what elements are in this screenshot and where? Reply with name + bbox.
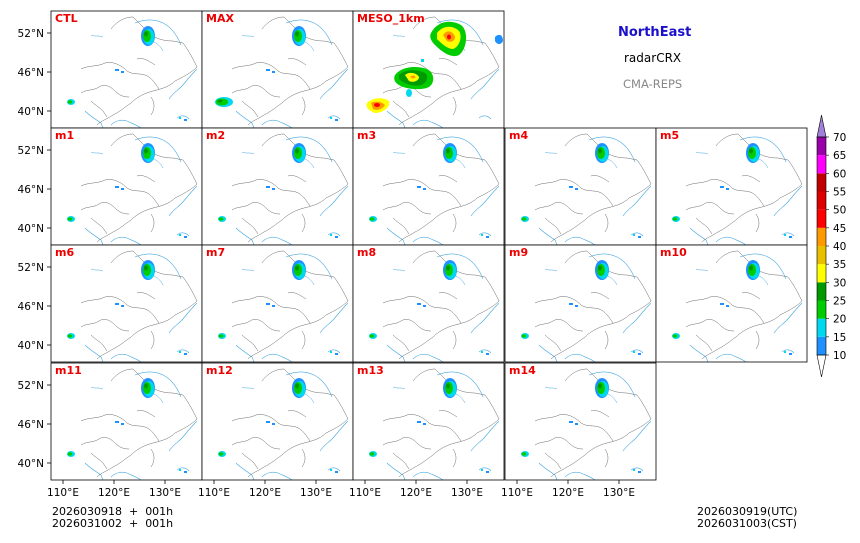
colorbar-under-arrow — [816, 354, 827, 378]
map-panel-m10: m10 — [655, 244, 808, 363]
panel-label: m13 — [357, 364, 384, 377]
lon-tick-label: 130°E — [300, 487, 332, 499]
map-panel-m2: m2 — [201, 127, 354, 246]
colorbar-segment — [817, 209, 826, 228]
init-time-utc: 2026030918 + 001h — [52, 505, 174, 518]
lon-tick-label: 120°E — [552, 487, 584, 499]
colorbar-level-label: 40 — [833, 241, 846, 253]
variable-title: radarCRX — [624, 51, 682, 65]
colorbar-level-label: 45 — [833, 223, 846, 235]
lon-tick-label: 110°E — [198, 487, 230, 499]
map-panel-m8: m8 — [352, 244, 505, 363]
panel-label: MESO_1km — [357, 12, 425, 25]
colorbar-level-label: 35 — [833, 259, 846, 271]
map-panel-max: MAX — [201, 10, 354, 129]
colorbar-level-label: 65 — [833, 150, 846, 162]
lat-tick-label: 40°N — [18, 340, 44, 352]
map-panel-m4: m4 — [504, 127, 657, 246]
lat-tick-label: 40°N — [18, 106, 44, 118]
region-title: NorthEast — [618, 25, 692, 40]
lon-tick-label: 120°E — [249, 487, 281, 499]
lat-tick-label: 46°N — [18, 301, 44, 313]
lat-tick-label: 52°N — [18, 145, 44, 157]
colorbar-segment — [817, 155, 826, 174]
lon-tick-label: 120°E — [98, 487, 130, 499]
panel-label: m3 — [357, 129, 376, 142]
lon-tick-label: 110°E — [349, 487, 381, 499]
map-panel-m13: m13 — [352, 362, 505, 481]
colorbar-level-label: 25 — [833, 296, 846, 308]
map-panel-meso-1km: MESO_1km — [352, 10, 505, 129]
map-panel-m11: m11 — [50, 362, 203, 481]
panel-label: m7 — [206, 246, 225, 259]
lon-tick-label: 130°E — [149, 487, 181, 499]
colorbar-segment — [817, 246, 826, 265]
panel-label: m5 — [660, 129, 679, 142]
panel-label: MAX — [206, 12, 234, 25]
map-panel-m9: m9 — [504, 244, 657, 363]
colorbar-segment — [817, 173, 826, 192]
lat-tick-label: 52°N — [18, 380, 44, 392]
panel-label: m8 — [357, 246, 376, 259]
colorbar-level-label: 70 — [833, 132, 846, 144]
lon-tick-label: 130°E — [451, 487, 483, 499]
valid-time-cst: 2026031003(CST) — [697, 517, 797, 530]
map-panel-m3: m3 — [352, 127, 505, 246]
lat-tick-label: 46°N — [18, 419, 44, 431]
panel-label: m14 — [509, 364, 536, 377]
lat-tick-label: 52°N — [18, 28, 44, 40]
colorbar-level-label: 55 — [833, 187, 846, 199]
colorbar-over-arrow — [816, 114, 827, 138]
colorbar-segment — [817, 300, 826, 319]
panel-label: m2 — [206, 129, 225, 142]
lat-tick-label: 40°N — [18, 458, 44, 470]
map-panel-m7: m7 — [201, 244, 354, 363]
panel-label: m4 — [509, 129, 528, 142]
colorbar-level-label: 30 — [833, 277, 846, 289]
colorbar-segment — [817, 137, 826, 156]
init-time-cst: 2026031002 + 001h — [52, 517, 174, 530]
panel-label: m12 — [206, 364, 233, 377]
map-panel-m14: m14 — [504, 362, 657, 481]
lat-tick-label: 40°N — [18, 223, 44, 235]
colorbar-segment — [817, 282, 826, 301]
lat-tick-label: 46°N — [18, 67, 44, 79]
lon-tick-label: 110°E — [501, 487, 533, 499]
panel-label: m10 — [660, 246, 687, 259]
colorbar-level-label: 20 — [833, 314, 846, 326]
panel-label: m9 — [509, 246, 528, 259]
map-panel-m12: m12 — [201, 362, 354, 481]
panel-label: CTL — [55, 12, 78, 25]
colorbar-level-label: 50 — [833, 205, 846, 217]
lat-tick-label: 52°N — [18, 262, 44, 274]
colorbar-level-label: 60 — [833, 168, 846, 180]
panel-label: m6 — [55, 246, 74, 259]
lon-tick-label: 120°E — [400, 487, 432, 499]
colorbar-segment — [817, 318, 826, 337]
lat-tick-label: 46°N — [18, 184, 44, 196]
lon-tick-label: 130°E — [603, 487, 635, 499]
map-panel-ctl: CTL — [50, 10, 203, 129]
panel-label: m11 — [55, 364, 82, 377]
map-panel-m6: m6 — [50, 244, 203, 363]
colorbar: 10 15 20 25 30 35 40 45 50 55 60 65 70 — [816, 114, 846, 378]
map-panel-m5: m5 — [655, 127, 808, 246]
valid-time-utc: 2026030919(UTC) — [697, 505, 798, 518]
colorbar-segment — [817, 264, 826, 283]
model-title: CMA-REPS — [623, 77, 683, 91]
colorbar-level-label: 10 — [833, 350, 846, 362]
colorbar-segment — [817, 191, 826, 210]
map-panel-m1: m1 — [50, 127, 203, 246]
lon-tick-label: 110°E — [47, 487, 79, 499]
colorbar-segment — [817, 336, 826, 355]
colorbar-segment — [817, 227, 826, 246]
panel-label: m1 — [55, 129, 74, 142]
colorbar-level-label: 15 — [833, 332, 846, 344]
